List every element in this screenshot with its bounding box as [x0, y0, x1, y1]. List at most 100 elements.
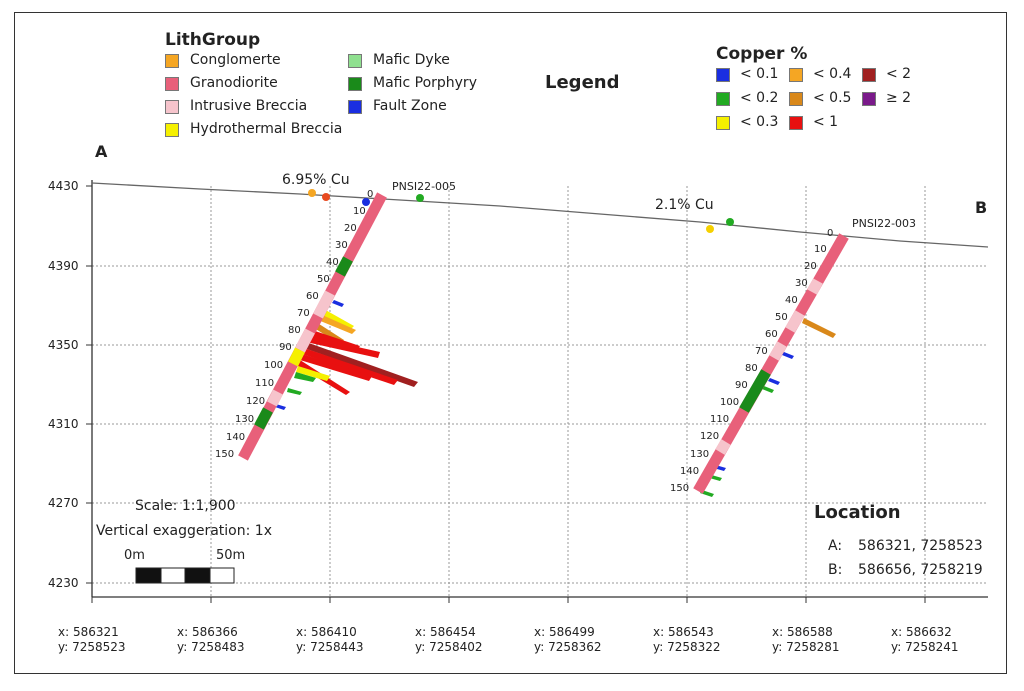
- depth-label: 110: [255, 378, 275, 389]
- section-end-label: B: [975, 198, 988, 217]
- surface-sample: [322, 193, 330, 201]
- location-a-value: 586321, 7258523: [858, 538, 983, 554]
- scale-bar-end-label: 50m: [216, 548, 246, 563]
- legend-label-cu-lt-0-5: < 0.5: [813, 90, 852, 106]
- cu-bar: [294, 372, 316, 382]
- scale-bar: [135, 567, 235, 584]
- x-tick-y: y: 7258523: [58, 640, 126, 654]
- surface-sample: [416, 194, 424, 202]
- x-tick-label: x: 586588 y: 7258281: [772, 625, 840, 655]
- cu-bar: [802, 318, 836, 338]
- cu-bar: [332, 300, 344, 307]
- surface-sample: [308, 189, 316, 197]
- x-tick-x: x: 586543: [653, 625, 714, 639]
- x-tick-label: x: 586454 y: 7258402: [415, 625, 483, 655]
- depth-label: 80: [288, 325, 301, 336]
- x-tick-y: y: 7258483: [177, 640, 245, 654]
- copper-legend-title: Copper %: [716, 44, 808, 64]
- x-tick-x: x: 586454: [415, 625, 476, 639]
- grid: [92, 186, 988, 597]
- x-tick-y: y: 7258322: [653, 640, 721, 654]
- depth-label: 30: [335, 240, 348, 251]
- legend-label-fault-zone: Fault Zone: [373, 98, 447, 114]
- cu-annotation-2: 2.1% Cu: [655, 197, 714, 213]
- y-tick-label: 4390: [48, 259, 79, 273]
- depth-label: 150: [670, 483, 690, 494]
- cu-bar: [782, 352, 794, 359]
- hole-005-interval: [295, 328, 315, 353]
- hole-005-outline: [243, 195, 382, 458]
- hole-003-interval: [785, 310, 805, 333]
- swatch-cu-lt-0-1: [716, 68, 730, 82]
- cu-bar: [304, 342, 418, 387]
- x-tick-y: y: 7258443: [296, 640, 364, 654]
- depth-label: 30: [795, 278, 808, 289]
- scale-bar-segment: [135, 567, 162, 584]
- swatch-cu-lt-1: [789, 116, 803, 130]
- legend-label-cu-lt-0-3: < 0.3: [740, 114, 779, 130]
- x-tick-label: x: 586499 y: 7258362: [534, 625, 602, 655]
- hole-005-interval: [267, 389, 283, 407]
- hole-name-003: PNSI22-003: [852, 217, 917, 230]
- x-tick-x: x: 586499: [534, 625, 595, 639]
- depth-label: 90: [735, 380, 748, 391]
- cu-bar: [296, 366, 330, 381]
- lith-legend-title: LithGroup: [165, 30, 261, 50]
- depth-label: 10: [353, 206, 366, 217]
- swatch-cu-lt-0-4: [789, 68, 803, 82]
- depth-label: 70: [297, 308, 310, 319]
- swatch-mafic-porphyry: [348, 77, 362, 91]
- hole-005-copper-bars: [275, 300, 418, 410]
- cu-annotation-1: 6.95% Cu: [282, 172, 350, 188]
- swatch-cu-lt-0-5: [789, 92, 803, 106]
- legend-label-granodiorite: Granodiorite: [190, 75, 278, 91]
- legend-label-mafic-dyke: Mafic Dyke: [373, 52, 450, 68]
- depth-label: 70: [755, 346, 768, 357]
- legend-label-cu-ge-2: ≥ 2: [886, 90, 912, 106]
- legend-label-cu-lt-0-2: < 0.2: [740, 90, 779, 106]
- depth-label: 130: [690, 449, 710, 460]
- depth-label: 60: [765, 329, 778, 340]
- hole-005-interval: [254, 407, 273, 430]
- depth-label: 100: [720, 397, 740, 408]
- hole-003-interval: [715, 439, 731, 455]
- surface-samples: [308, 189, 734, 233]
- x-tick-label: x: 586366 y: 7258483: [177, 625, 245, 655]
- x-tick-y: y: 7258402: [415, 640, 483, 654]
- depth-label: 150: [215, 449, 235, 460]
- x-tick-x: x: 586366: [177, 625, 238, 639]
- axes: [91, 180, 988, 598]
- depth-label: 40: [326, 257, 339, 268]
- legend-label-cu-lt-0-1: < 0.1: [740, 66, 779, 82]
- y-tick-label: 4230: [48, 576, 79, 590]
- scale-bar-segment: [160, 567, 186, 584]
- cu-bar: [287, 388, 302, 395]
- y-ticks: [86, 185, 92, 584]
- depth-label: 120: [246, 396, 266, 407]
- swatch-cu-lt-2: [862, 68, 876, 82]
- hole-003-core: [693, 233, 849, 494]
- swatch-conglomerate: [165, 54, 179, 68]
- depth-label: 110: [710, 414, 730, 425]
- cu-bar: [302, 348, 398, 385]
- hole-005-interval: [288, 347, 305, 367]
- depth-label: 50: [775, 312, 788, 323]
- depth-label: 0: [367, 189, 374, 200]
- swatch-cu-lt-0-2: [716, 92, 730, 106]
- hole-003-trace: [693, 233, 849, 494]
- depth-label: 60: [306, 291, 319, 302]
- hole-005-trace: [238, 192, 387, 461]
- cu-bar: [318, 314, 356, 334]
- legend-label-hydrothermal-breccia: Hydrothermal Breccia: [190, 121, 343, 137]
- legend-title: Legend: [545, 72, 620, 93]
- location-b-label: B:: [828, 562, 843, 578]
- x-tick-x: x: 586588: [772, 625, 833, 639]
- cu-bar: [320, 308, 354, 330]
- location-a-label: A:: [828, 538, 843, 554]
- figure-frame: [14, 12, 1007, 674]
- y-tick-label: 4430: [48, 179, 79, 193]
- x-tick-label: x: 586321 y: 7258523: [58, 625, 126, 655]
- topography-line: [91, 182, 989, 248]
- legend-label-cu-lt-1: < 1: [813, 114, 839, 130]
